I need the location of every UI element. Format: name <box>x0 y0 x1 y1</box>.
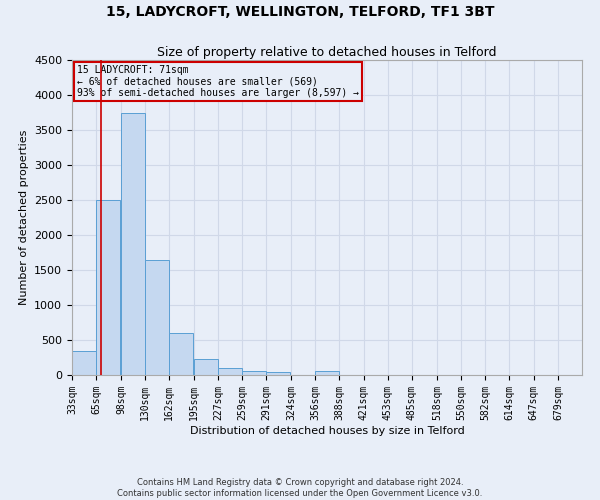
Bar <box>218 368 242 375</box>
Bar <box>121 112 145 375</box>
Bar <box>72 350 96 375</box>
Bar <box>169 333 193 375</box>
Text: 15 LADYCROFT: 71sqm
← 6% of detached houses are smaller (569)
93% of semi-detach: 15 LADYCROFT: 71sqm ← 6% of detached hou… <box>77 64 359 98</box>
Bar <box>266 372 290 375</box>
Bar <box>96 200 120 375</box>
Bar <box>242 371 266 375</box>
Text: Contains HM Land Registry data © Crown copyright and database right 2024.
Contai: Contains HM Land Registry data © Crown c… <box>118 478 482 498</box>
Text: 15, LADYCROFT, WELLINGTON, TELFORD, TF1 3BT: 15, LADYCROFT, WELLINGTON, TELFORD, TF1 … <box>106 5 494 19</box>
X-axis label: Distribution of detached houses by size in Telford: Distribution of detached houses by size … <box>190 426 464 436</box>
Bar <box>145 260 169 375</box>
Bar <box>194 359 218 375</box>
Y-axis label: Number of detached properties: Number of detached properties <box>19 130 29 305</box>
Bar <box>315 371 339 375</box>
Title: Size of property relative to detached houses in Telford: Size of property relative to detached ho… <box>157 46 497 59</box>
